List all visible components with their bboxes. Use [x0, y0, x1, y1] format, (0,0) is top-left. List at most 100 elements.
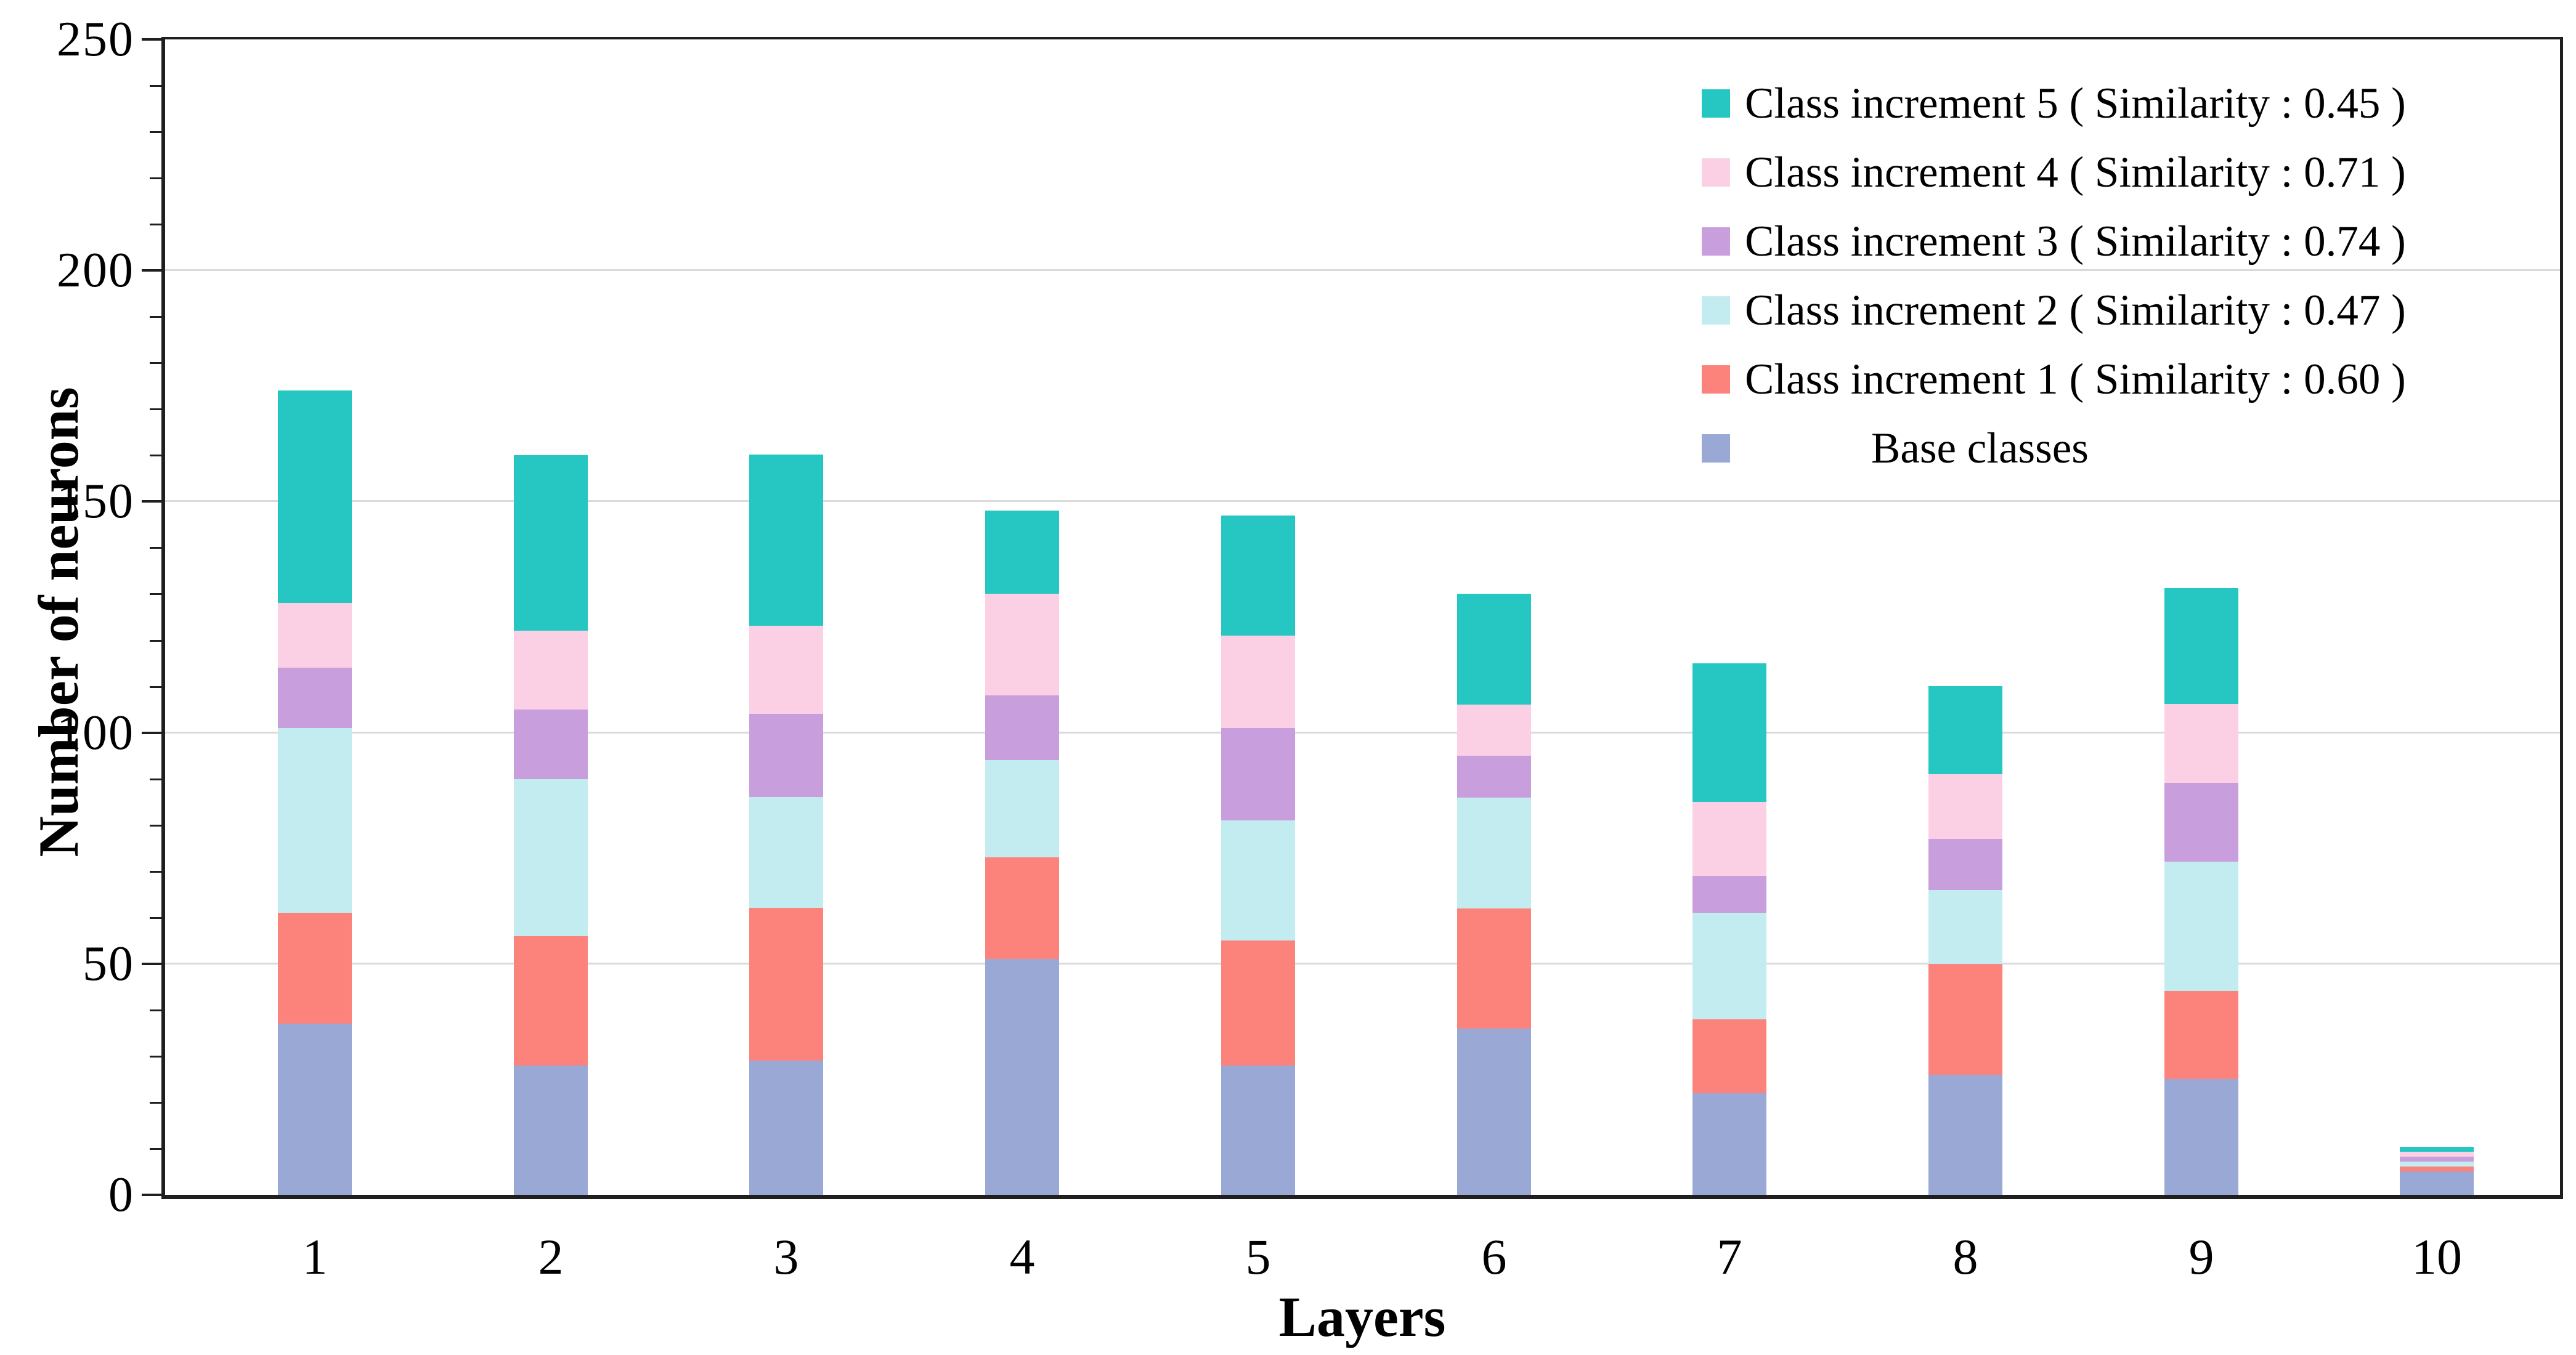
x-tick-label-7: 7	[1717, 1229, 1742, 1285]
x-tick-label-4: 4	[1009, 1229, 1035, 1285]
bar-layer-4	[985, 511, 1059, 1195]
legend-swatch-icon	[1702, 296, 1730, 325]
bar-segment-5-series-5	[1221, 516, 1295, 636]
x-tick-label-8: 8	[1952, 1229, 1978, 1285]
y-tick-label-200: 200	[57, 243, 134, 297]
bar-segment-9-series-4	[2164, 704, 2238, 783]
y-tick-250	[142, 38, 161, 41]
bar-segment-3-series-0	[749, 1061, 823, 1195]
bar-segment-10-series-0	[2400, 1171, 2474, 1195]
bar-segment-1-series-4	[278, 603, 352, 668]
bar-segment-2-series-3	[514, 710, 588, 779]
y-minor-tick-20	[150, 1102, 161, 1104]
legend-label: Class increment 5 ( Similarity : 0.45 )	[1745, 79, 2406, 127]
y-minor-tick-110	[150, 686, 161, 688]
x-tick-label-9: 9	[2188, 1229, 2214, 1285]
y-axis-title: Number of neurons	[27, 387, 90, 857]
y-minor-tick-190	[150, 316, 161, 318]
y-minor-tick-30	[150, 1056, 161, 1058]
bar-segment-1-series-0	[278, 1024, 352, 1195]
bar-segment-8-series-5	[1928, 686, 2002, 774]
bar-segment-5-series-3	[1221, 728, 1295, 820]
bar-segment-2-series-0	[514, 1066, 588, 1195]
bar-segment-6-series-1	[1457, 908, 1531, 1029]
y-minor-tick-120	[150, 640, 161, 642]
y-tick-150	[142, 500, 161, 503]
bar-segment-6-series-4	[1457, 705, 1531, 756]
bar-segment-7-series-3	[1692, 876, 1766, 913]
y-minor-tick-220	[150, 177, 161, 179]
legend-swatch-icon	[1702, 365, 1730, 394]
bar-segment-4-series-3	[985, 695, 1059, 760]
bar-segment-10-series-2	[2400, 1162, 2474, 1167]
bar-segment-5-series-0	[1221, 1066, 1295, 1195]
legend-label: Class increment 3 ( Similarity : 0.74 )	[1745, 217, 2406, 265]
y-tick-0	[142, 1194, 161, 1196]
bar-layer-2	[514, 455, 588, 1195]
legend-swatch-icon	[1702, 227, 1730, 256]
x-tick-label-10: 10	[2411, 1229, 2462, 1285]
bar-segment-4-series-2	[985, 760, 1059, 857]
y-minor-tick-70	[150, 871, 161, 873]
y-minor-tick-80	[150, 825, 161, 827]
gridline-200	[165, 269, 2560, 271]
bar-segment-9-series-2	[2164, 862, 2238, 991]
bar-segment-1-series-2	[278, 728, 352, 913]
legend-swatch-icon	[1702, 434, 1730, 463]
y-tick-200	[142, 269, 161, 272]
bar-segment-4-series-0	[985, 959, 1059, 1195]
bar-layer-1	[278, 390, 352, 1195]
legend-label: Base classes	[1871, 424, 2089, 472]
bar-segment-1-series-5	[278, 390, 352, 603]
bar-segment-7-series-2	[1692, 913, 1766, 1019]
bar-segment-8-series-4	[1928, 774, 2002, 839]
legend-label: Class increment 2 ( Similarity : 0.47 )	[1745, 286, 2406, 334]
bar-segment-6-series-0	[1457, 1029, 1531, 1195]
bar-segment-10-series-3	[2400, 1157, 2474, 1162]
bar-segment-9-series-0	[2164, 1079, 2238, 1195]
y-minor-tick-90	[150, 779, 161, 780]
bar-segment-3-series-2	[749, 797, 823, 908]
bar-segment-4-series-1	[985, 857, 1059, 959]
legend-label: Class increment 1 ( Similarity : 0.60 )	[1745, 355, 2406, 403]
bar-segment-5-series-2	[1221, 820, 1295, 940]
bar-segment-6-series-5	[1457, 594, 1531, 705]
y-minor-tick-130	[150, 593, 161, 595]
bar-segment-7-series-5	[1692, 663, 1766, 802]
y-minor-tick-170	[150, 408, 161, 410]
y-tick-label-250: 250	[57, 12, 134, 67]
legend-row-0: Class increment 5 ( Similarity : 0.45 )	[1702, 69, 2406, 138]
y-minor-tick-10	[150, 1148, 161, 1150]
x-tick-label-2: 2	[538, 1229, 564, 1285]
legend-row-1: Class increment 4 ( Similarity : 0.71 )	[1702, 138, 2406, 207]
legend-row-5: Base classes	[1702, 414, 2406, 483]
bar-segment-5-series-4	[1221, 636, 1295, 728]
bar-segment-9-series-5	[2164, 588, 2238, 704]
bar-segment-7-series-1	[1692, 1019, 1766, 1093]
bar-layer-7	[1692, 663, 1766, 1195]
bar-segment-4-series-4	[985, 594, 1059, 695]
legend-swatch-icon	[1702, 89, 1730, 118]
y-minor-tick-40	[150, 1009, 161, 1011]
bar-layer-5	[1221, 516, 1295, 1195]
y-minor-tick-180	[150, 362, 161, 364]
gridline-150	[165, 500, 2560, 502]
bar-segment-10-series-4	[2400, 1152, 2474, 1157]
bar-segment-3-series-5	[749, 455, 823, 626]
y-minor-tick-60	[150, 917, 161, 919]
bar-segment-3-series-1	[749, 908, 823, 1061]
y-minor-tick-230	[150, 131, 161, 133]
bar-segment-7-series-4	[1692, 802, 1766, 876]
y-tick-label-100: 100	[57, 706, 134, 760]
gridline-100	[165, 732, 2560, 734]
bar-segment-2-series-4	[514, 631, 588, 710]
y-tick-50	[142, 963, 161, 965]
gridline-50	[165, 963, 2560, 965]
bar-segment-10-series-1	[2400, 1167, 2474, 1171]
bar-layer-9	[2164, 588, 2238, 1195]
legend-row-3: Class increment 2 ( Similarity : 0.47 )	[1702, 276, 2406, 345]
bar-layer-8	[1928, 686, 2002, 1195]
bar-segment-1-series-1	[278, 913, 352, 1024]
bar-segment-1-series-3	[278, 668, 352, 728]
